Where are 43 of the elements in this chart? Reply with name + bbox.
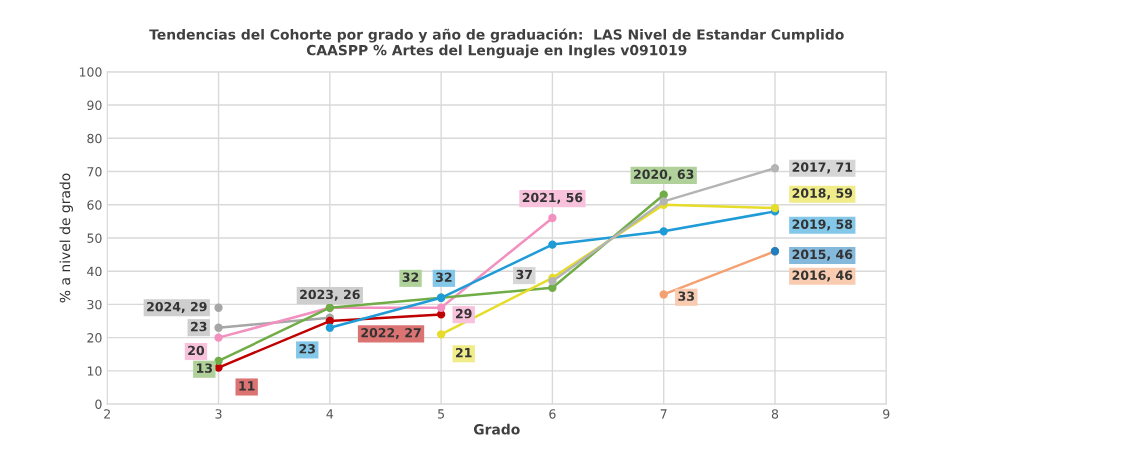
data-label: 11 <box>239 381 255 391</box>
data-label: 20 <box>188 345 205 356</box>
x-axis-title: Grado <box>473 423 520 435</box>
data-label: 29 <box>455 308 472 319</box>
x-tick-label: 7 <box>660 409 667 419</box>
data-label: 32 <box>402 272 419 282</box>
x-tick-label: 2 <box>104 409 110 419</box>
y-tick-label: 30 <box>87 299 102 310</box>
data-label: 21 <box>455 347 472 358</box>
y-tick-label: 100 <box>79 67 102 77</box>
data-label: 2020, 63 <box>634 169 694 181</box>
x-tick-label: 6 <box>549 409 556 419</box>
data-label: 2015, 46 <box>792 249 853 261</box>
x-tick-label: 9 <box>883 409 890 419</box>
chart-title: Tendencias del Cohorte por grado y año de graduación: LAS Nivel de Estandar Cumplido CAASPP % Artes del Lenguaje en Ingles v091019 <box>149 28 844 59</box>
y-tick-label: 60 <box>87 200 102 210</box>
data-label: 37 <box>516 269 532 280</box>
y-tick-label: 10 <box>87 366 102 376</box>
data-label: 23 <box>299 344 315 354</box>
data-label: 2016, 46 <box>792 270 853 282</box>
data-label: 2022, 27 <box>361 328 421 340</box>
data-label: 2017, 71 <box>792 162 853 174</box>
data-label: 2019, 58 <box>792 219 853 231</box>
y-tick-label: 0 <box>95 399 102 410</box>
y-tick-label: 20 <box>87 333 102 343</box>
y-axis-title: % a nivel de grado <box>59 173 73 303</box>
data-label: 33 <box>678 291 694 301</box>
data-label: 2023, 26 <box>300 289 360 301</box>
y-tick-label: 90 <box>87 100 102 110</box>
data-label: 32 <box>436 272 452 282</box>
data-label: 13 <box>197 363 212 373</box>
y-tick-label: 80 <box>87 133 102 144</box>
x-tick-label: 3 <box>215 409 222 419</box>
x-tick-label: 8 <box>771 409 779 419</box>
y-tick-label: 70 <box>87 166 102 177</box>
data-label: 2018, 59 <box>792 188 853 200</box>
x-tick-label: 5 <box>438 409 444 419</box>
data-label: 2024, 29 <box>147 301 207 313</box>
y-tick-label: 40 <box>87 266 102 277</box>
data-label: 23 <box>191 321 207 332</box>
x-tick-label: 4 <box>326 409 334 419</box>
y-tick-label: 50 <box>87 233 102 243</box>
data-label: 2021, 56 <box>522 192 583 204</box>
